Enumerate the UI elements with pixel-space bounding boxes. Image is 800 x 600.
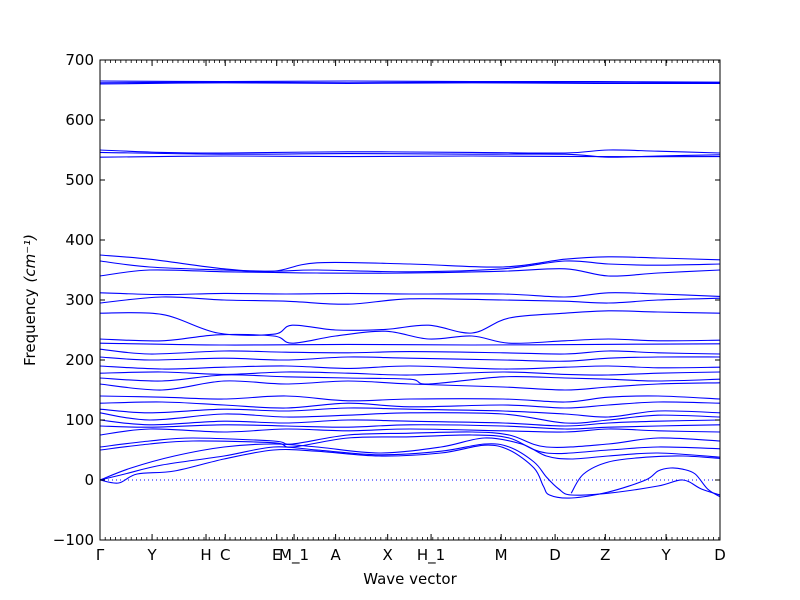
series-line-14	[99, 342, 721, 346]
y-tick-label: 0	[84, 471, 94, 489]
x-tick-label: Γ	[96, 546, 105, 564]
y-tick-label: −100	[53, 531, 94, 549]
x-tick-label: M	[495, 546, 508, 564]
x-tick-label: Y	[660, 546, 671, 564]
series-line-25	[99, 419, 721, 427]
series-line-18	[99, 371, 721, 376]
x-tick-label: H	[200, 546, 211, 564]
series-line-16	[99, 356, 721, 362]
y-tick-label: 600	[65, 111, 94, 129]
y-tick-label: 200	[65, 351, 94, 369]
y-tick-label: 300	[65, 291, 94, 309]
series-line-17	[99, 365, 721, 370]
x-tick-label: Z	[600, 546, 610, 564]
series-line-32	[99, 444, 721, 499]
series-line-20	[99, 380, 721, 391]
plot-frame	[99, 59, 721, 541]
series-line-8	[99, 260, 721, 273]
series-line-15	[99, 348, 721, 355]
series-line-28	[99, 431, 721, 448]
x-tick-label: D	[714, 546, 726, 564]
x-tick-label: E	[272, 546, 281, 564]
series-line-30	[99, 437, 721, 481]
series-line-26	[99, 424, 721, 430]
series-line-10	[99, 292, 721, 298]
series-line-21	[99, 395, 721, 403]
x-tick-label: M_1	[279, 546, 309, 565]
x-tick-label: A	[330, 546, 341, 564]
series-line-12	[99, 310, 721, 336]
y-ticks: −100 0 100 200 300 400 500 600 700	[53, 51, 720, 549]
x-axis-label: Wave vector	[363, 570, 457, 588]
x-tick-label: Y	[146, 546, 157, 564]
x-tick-label: D	[549, 546, 561, 564]
series-line-29	[99, 434, 721, 455]
y-tick-label: 500	[65, 171, 94, 189]
series-line-1	[99, 81, 721, 84]
series-line-9	[99, 268, 721, 277]
series-line-23	[99, 407, 721, 418]
series-line-33	[570, 455, 721, 494]
series-line-7	[99, 254, 721, 273]
y-tick-label: 400	[65, 231, 94, 249]
series-line-27	[99, 428, 721, 436]
series-line-4	[99, 149, 721, 154]
series-line-22	[99, 401, 721, 409]
y-tick-label: 700	[65, 51, 94, 69]
y-axis-label-text: Frequency	[21, 288, 39, 366]
series-line-2	[99, 80, 721, 83]
series-line-13	[99, 330, 721, 344]
y-tick-label: 100	[65, 411, 94, 429]
series-line-19	[99, 374, 721, 385]
y-axis-label: Frequency (cm⁻¹)	[21, 234, 39, 366]
series-line-24	[99, 412, 721, 424]
x-tick-label: C	[220, 546, 230, 564]
series-line-31	[99, 443, 721, 496]
y-axis-unit: (cm⁻¹)	[21, 234, 39, 283]
x-tick-label: X	[383, 546, 393, 564]
series-line-6	[99, 155, 721, 158]
series-line-11	[99, 296, 721, 305]
series-group	[99, 80, 721, 499]
x-tick-label: H_1	[417, 546, 445, 565]
series-line-3	[99, 82, 721, 85]
